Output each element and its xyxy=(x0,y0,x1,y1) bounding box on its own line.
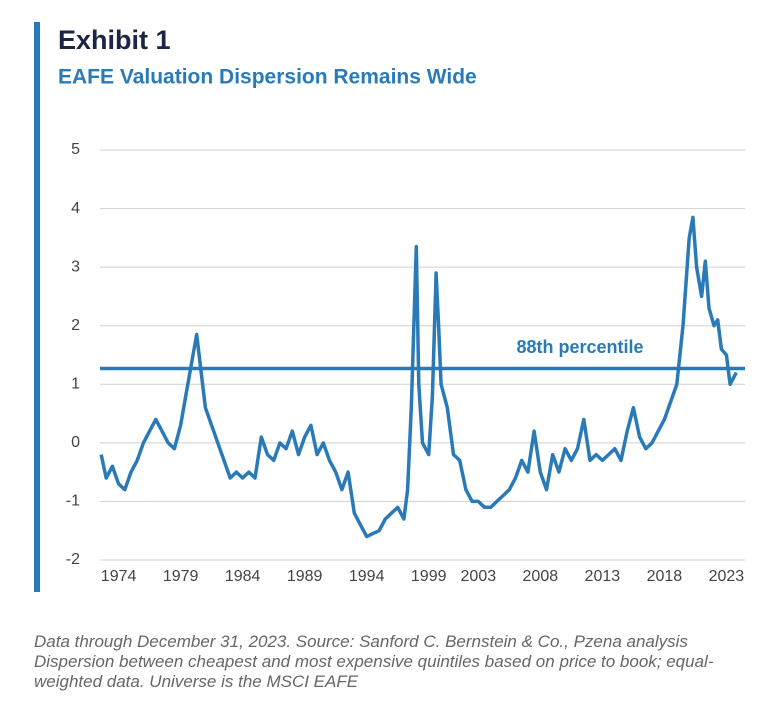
reference-label: 88th percentile xyxy=(516,337,643,357)
data-line xyxy=(99,215,738,539)
x-tick-label: 1999 xyxy=(411,568,447,585)
y-tick-label: 4 xyxy=(71,200,80,217)
accent-bar xyxy=(34,22,40,592)
source-note: Data through December 31, 2023. Source: … xyxy=(34,632,714,691)
chart-title: Exhibit 1 xyxy=(58,25,171,55)
y-tick-label: 2 xyxy=(71,317,80,334)
x-tick-label: 1989 xyxy=(287,568,323,585)
y-tick-label: 3 xyxy=(71,258,80,275)
x-tick-label: 1984 xyxy=(225,568,261,585)
y-tick-label: 5 xyxy=(71,141,80,158)
x-tick-label: 1994 xyxy=(349,568,385,585)
y-tick-label: -1 xyxy=(66,493,80,510)
x-tick-label: 2008 xyxy=(523,568,559,585)
y-tick-label: 0 xyxy=(71,434,80,451)
x-tick-label: 1974 xyxy=(101,568,137,585)
y-tick-label: 1 xyxy=(71,376,80,393)
x-tick-label: 1979 xyxy=(163,568,199,585)
y-tick-label: -2 xyxy=(66,551,80,568)
x-tick-label: 2013 xyxy=(585,568,621,585)
x-tick-label: 2003 xyxy=(461,568,497,585)
chart-subtitle: EAFE Valuation Dispersion Remains Wide xyxy=(58,66,477,89)
x-tick-label: 2018 xyxy=(647,568,683,585)
x-tick-label: 2023 xyxy=(709,568,745,585)
chart: Exhibit 1 EAFE Valuation Dispersion Rema… xyxy=(34,22,745,592)
